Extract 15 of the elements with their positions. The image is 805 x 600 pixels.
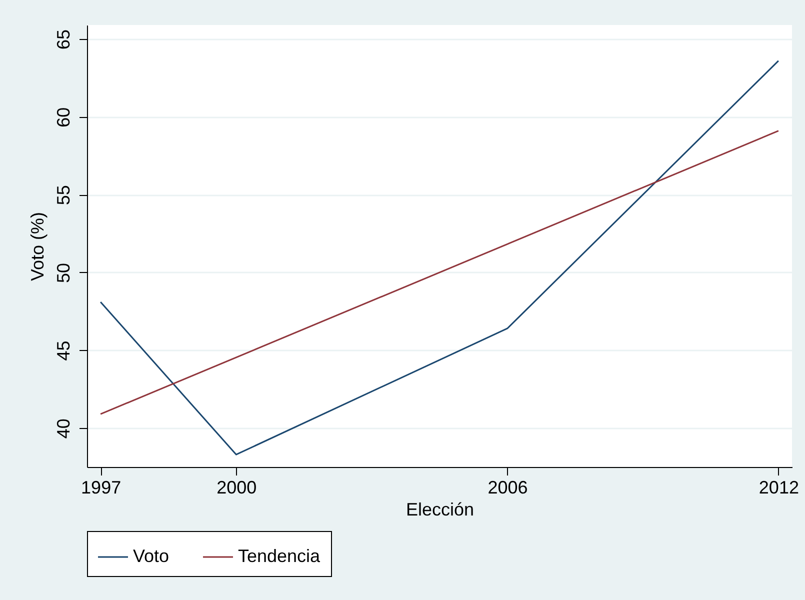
y-tick-label: 50 — [54, 262, 74, 283]
x-tick-label: 2012 — [758, 478, 799, 498]
legend-label: Tendencia — [238, 546, 322, 566]
x-axis-title: Elección — [406, 500, 474, 520]
y-tick-label: 40 — [54, 418, 74, 439]
y-tick-label: 45 — [54, 340, 74, 361]
x-tick-label: 2006 — [488, 478, 528, 498]
x-tick-label: 2000 — [216, 478, 257, 498]
x-tick-label: 1997 — [81, 478, 122, 498]
legend-label: Voto — [133, 546, 170, 566]
line-series — [100, 60, 780, 456]
y-tick-label: 55 — [54, 185, 74, 206]
y-tick-label: 65 — [54, 29, 74, 50]
y-axis-title: Voto (%) — [28, 212, 48, 282]
y-tick-label: 60 — [54, 107, 74, 128]
